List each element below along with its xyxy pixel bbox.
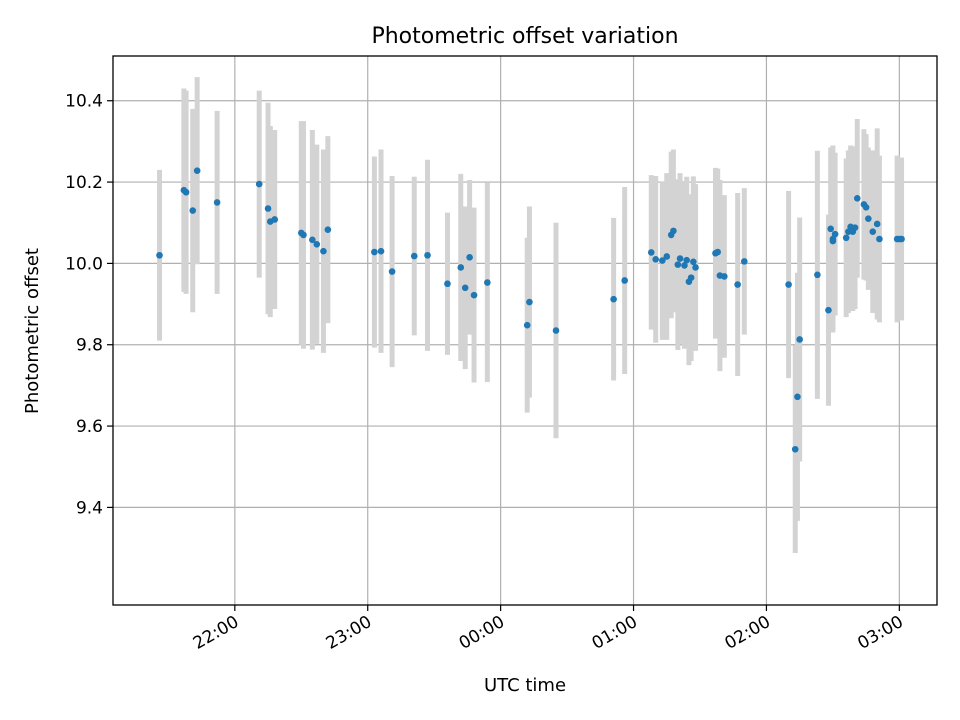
data-point [300,231,307,239]
chart-title: Photometric offset variation [371,24,678,49]
data-point [876,235,883,243]
data-point [309,236,316,244]
data-point [721,273,728,280]
y-tick-label: 9.4 [76,498,103,518]
y-tick-label: 10.4 [65,92,103,112]
data-point [189,207,197,214]
data-point [674,261,682,268]
data-point [842,234,850,242]
data-point [791,445,799,453]
plot-frame [112,55,938,606]
y-tick-label: 10.0 [65,254,103,274]
data-point [523,321,531,329]
data-point [670,227,677,235]
data-point [796,336,803,343]
data-point [410,252,418,260]
data-point [457,264,465,271]
data-point [853,195,861,202]
data-point [814,271,821,279]
data-point [621,277,628,284]
data-point [898,235,905,243]
data-point [692,264,699,271]
data-point [734,281,741,288]
x-axis-label: UTC time [484,675,566,696]
data-point [740,258,748,265]
data-point [552,327,560,334]
data-point [825,306,832,314]
data-point [681,262,688,269]
data-point [377,247,385,255]
data-point [785,281,792,288]
data-point [873,220,881,228]
data-point [862,203,870,211]
data-point [659,257,666,264]
data-point [676,255,684,262]
data-point [794,393,801,401]
data-point [193,167,201,174]
data-point [320,247,327,255]
data-point [610,295,617,303]
data-point [264,205,272,212]
data-point [652,256,659,263]
data-point [424,251,431,259]
data-point [687,274,695,281]
data-point [470,291,478,299]
data-point [663,253,671,260]
data-point [829,237,837,245]
y-axis-label: Photometric offset [22,248,43,414]
data-point [156,251,163,259]
data-point [255,180,263,188]
data-point [461,284,469,292]
data-point [182,188,190,196]
data-point [851,224,859,231]
data-point [869,228,877,235]
y-tick-label: 9.6 [76,417,103,437]
data-point [526,298,533,306]
data-point [683,256,690,264]
data-point [271,216,278,223]
data-point [466,253,473,261]
data-point [444,280,451,288]
data-point [324,226,332,233]
data-point [831,230,839,238]
data-point [371,248,378,256]
data-point [313,240,321,248]
y-tick-label: 9.8 [76,336,103,356]
data-point [213,199,221,206]
data-point [690,258,697,266]
data-point [388,268,396,275]
data-point [714,248,722,256]
data-points [156,167,905,453]
data-point [647,249,655,256]
y-tick-label: 10.2 [65,173,103,193]
data-point [484,279,491,286]
data-point [865,215,872,222]
data-point [827,225,834,233]
